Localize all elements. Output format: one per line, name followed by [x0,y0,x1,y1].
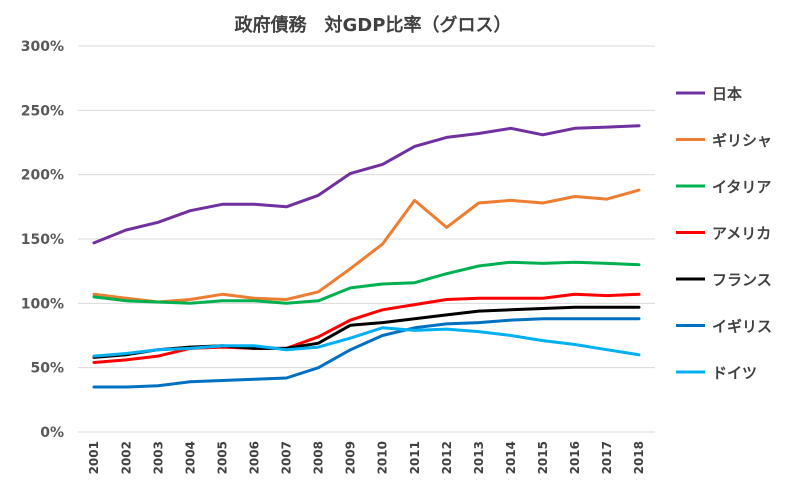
x-axis-ticks: 2001 2002 2003 2004 2005 2006 2007 2008 2009 2010… [87,441,646,474]
x-tick-label: 2005 [215,441,229,474]
x-tick-label: 2008 [312,441,326,474]
x-tick-label: 2014 [504,441,518,474]
legend-label: アメリカ [712,225,771,243]
x-tick-label: 2015 [536,441,550,474]
x-tick-label: 2004 [183,441,197,474]
y-tick-label: 200% [21,168,64,184]
legend-label: ギリシャ [712,132,772,150]
x-tick-label: 2006 [248,441,262,474]
x-tick-label: 2011 [408,441,422,474]
y-tick-label: 300% [21,39,64,55]
legend-label: 日本 [712,85,742,103]
y-tick-label: 150% [21,232,64,248]
series-line-4 [92,292,641,364]
x-tick-label: 2012 [440,441,454,474]
x-tick-label: 2002 [119,441,133,474]
series-line-3 [92,260,641,305]
legend-label: フランス [712,271,772,289]
x-tick-label: 2007 [280,441,294,474]
series-line-7 [92,326,641,358]
y-tick-label: 0% [40,425,64,441]
x-tick-label: 2003 [151,441,165,474]
y-tick-label: 100% [21,296,64,312]
y-axis-ticks: 0% 50% 100% 150% 200% 250% 300% [21,39,64,441]
legend-label: ドイツ [712,364,757,382]
x-tick-label: 2001 [87,441,101,474]
chart-title: 政府債務 対GDP比率（グロス） [235,14,512,36]
x-tick-label: 2017 [600,441,614,474]
y-tick-label: 250% [21,103,64,119]
x-tick-label: 2010 [376,441,390,474]
series-lines [92,124,641,389]
x-tick-label: 2018 [632,441,646,474]
legend-label: イタリア [712,178,771,196]
series-line-2 [92,188,641,304]
x-tick-label: 2009 [344,441,358,474]
gridlines [78,45,655,433]
x-tick-label: 2016 [568,441,582,474]
legend-label: イギリス [712,318,772,336]
series-line-6 [92,317,641,389]
x-tick-label: 2013 [472,441,486,474]
series-line-1 [92,124,641,245]
y-tick-label: 50% [30,361,64,377]
